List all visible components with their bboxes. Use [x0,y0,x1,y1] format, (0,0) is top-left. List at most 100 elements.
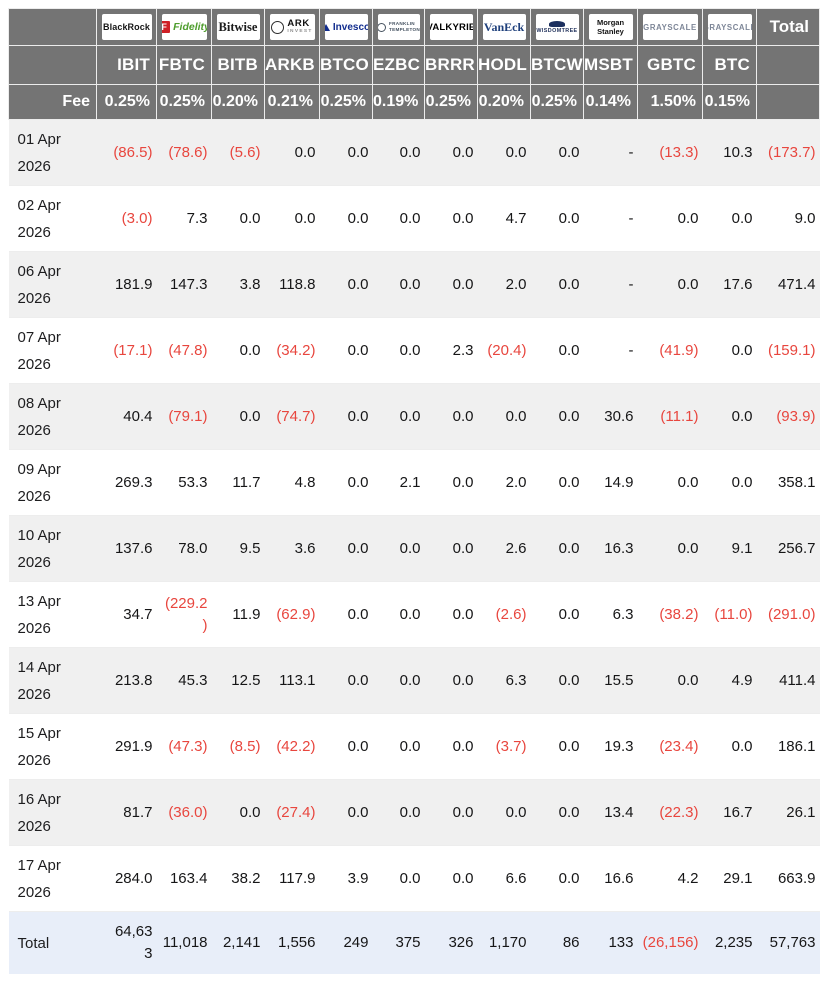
wisdomtree-tree-icon [549,20,565,27]
flow-cell-ibit: 291.9 [96,713,157,780]
flow-cell-ezbc: 0.0 [372,317,425,384]
blackrock-logo: BlackRock [101,14,152,40]
table-row: 09 Apr 2026 269.3 53.3 11.7 4.8 0.0 2.1 0.0 2.0 0… [8,449,820,516]
flow-cell-arkb: 113.1 [264,647,320,714]
flow-cell-total: 358.1 [756,449,820,516]
ticker-bitb: BITB [211,45,265,85]
flow-cell-msbt: 15.5 [583,647,638,714]
ticker-brrr: BRRR [424,45,478,85]
flow-cell-total: (173.7) [756,119,820,186]
date-cell: 10 Apr 2026 [8,515,97,582]
flow-cell-btco: 0.0 [319,449,373,516]
fee-total-spacer [756,84,820,120]
fee-row-label: Fee [8,84,97,120]
flow-cell-fbtc: (47.8) [156,317,212,384]
flow-cell-btc: (11.0) [702,581,757,648]
flow-cell-btco: 0.0 [319,119,373,186]
franklin-logo-text: FRANKLIN TEMPLETON [389,21,419,32]
ticker-btc: BTC [702,45,757,85]
issuer-logo-cell: ARK INVEST [264,8,320,46]
table-body: 01 Apr 2026 (86.5) (78.6) (5.6) 0.0 0.0 0.0 0.0… [8,119,820,974]
flow-cell-hodl: 4.7 [477,185,531,252]
flow-cell-btco: 0.0 [319,581,373,648]
flow-cell-btco: 3.9 [319,845,373,912]
flow-cell-fbtc: 7.3 [156,185,212,252]
vaneck-logo-text: VanEck [483,19,525,34]
flow-cell-gbtc: 0.0 [637,185,703,252]
flow-cell-fbtc: 147.3 [156,251,212,318]
fee-ezbc: 0.19% [372,84,425,120]
fee-fbtc: 0.25% [156,84,212,120]
flow-cell-total: 57,763 [756,911,820,974]
table-row: 14 Apr 2026 213.8 45.3 12.5 113.1 0.0 0.0 0.0 6.… [8,647,820,714]
flow-cell-msbt: 16.3 [583,515,638,582]
issuer-logo-cell: Invesco [319,8,373,46]
date-cell: 13 Apr 2026 [8,581,97,648]
flow-cell-btco: 0.0 [319,647,373,714]
flow-cell-hodl: 2.6 [477,515,531,582]
flow-cell-ezbc: 0.0 [372,647,425,714]
flow-cell-ezbc: 0.0 [372,251,425,318]
flow-cell-btcw: 0.0 [530,449,584,516]
flow-cell-total: 186.1 [756,713,820,780]
header-date-spacer [8,8,97,46]
fee-hodl: 0.20% [477,84,531,120]
flow-cell-ibit: 181.9 [96,251,157,318]
flow-cell-arkb: 118.8 [264,251,320,318]
flow-cell-btcw: 0.0 [530,713,584,780]
wisdomtree-logo: WISDOMTREE [535,14,579,40]
invesco-logo-text: Invesco [332,21,368,33]
flow-cell-brrr: 0.0 [424,581,478,648]
flow-cell-ibit: 213.8 [96,647,157,714]
flow-cell-gbtc: (11.1) [637,383,703,450]
table-row: 06 Apr 2026 181.9 147.3 3.8 118.8 0.0 0.0 0.0 2.… [8,251,820,318]
flow-cell-msbt: 19.3 [583,713,638,780]
date-cell: 15 Apr 2026 [8,713,97,780]
flow-cell-msbt: - [583,185,638,252]
flow-cell-bitb: 2,141 [211,911,265,974]
flow-cell-gbtc: (26,156) [637,911,703,974]
ark-logo-bottom-text: INVEST [287,29,313,35]
franklin-head-icon [377,22,387,32]
flow-cell-btc: 0.0 [702,317,757,384]
flow-cell-ezbc: 0.0 [372,383,425,450]
fee-msbt: 0.14% [583,84,638,120]
franklin-logo-top-text: FRANKLIN [389,21,415,27]
flow-cell-arkb: (27.4) [264,779,320,846]
flow-cell-btc: 0.0 [702,383,757,450]
flow-cell-ibit: 40.4 [96,383,157,450]
flow-cell-brrr: 326 [424,911,478,974]
flow-cell-arkb: (74.7) [264,383,320,450]
flow-cell-btcw: 0.0 [530,119,584,186]
table-row: 10 Apr 2026 137.6 78.0 9.5 3.6 0.0 0.0 0.0 2.6 0.… [8,515,820,582]
ticker-total-spacer [756,45,820,85]
flow-cell-ezbc: 2.1 [372,449,425,516]
ticker-arkb: ARKB [264,45,320,85]
flow-cell-bitb: (8.5) [211,713,265,780]
flow-cell-ibit: (3.0) [96,185,157,252]
flow-cell-ezbc: 0.0 [372,845,425,912]
morganstanley-logo: Morgan Stanley [588,14,633,40]
flow-cell-btcw: 0.0 [530,647,584,714]
ticker-msbt: MSBT [583,45,638,85]
flow-cell-bitb: 3.8 [211,251,265,318]
flow-cell-btcw: 86 [530,911,584,974]
flow-cell-total: 663.9 [756,845,820,912]
flow-cell-total: 256.7 [756,515,820,582]
flow-cell-brrr: 2.3 [424,317,478,384]
ticker-btco: BTCO [319,45,373,85]
flow-cell-gbtc: (22.3) [637,779,703,846]
flow-cell-brrr: 0.0 [424,185,478,252]
flow-cell-ezbc: 0.0 [372,581,425,648]
issuer-logo-cell: GRAYSCALE [637,8,703,46]
flow-cell-btc: 4.9 [702,647,757,714]
flow-cell-btc: 9.1 [702,515,757,582]
flow-cell-bitb: 0.0 [211,317,265,384]
flow-cell-brrr: 0.0 [424,119,478,186]
logo-header-row: BlackRock F Fidelity Bitwise ARK INVEST Invesc… [8,8,820,46]
flow-cell-arkb: 1,556 [264,911,320,974]
flow-cell-ezbc: 0.0 [372,779,425,846]
flow-cell-fbtc: (47.3) [156,713,212,780]
ticker-btcw: BTCW [530,45,584,85]
morgan-stanley-logo-text: Morgan Stanley [596,18,625,36]
